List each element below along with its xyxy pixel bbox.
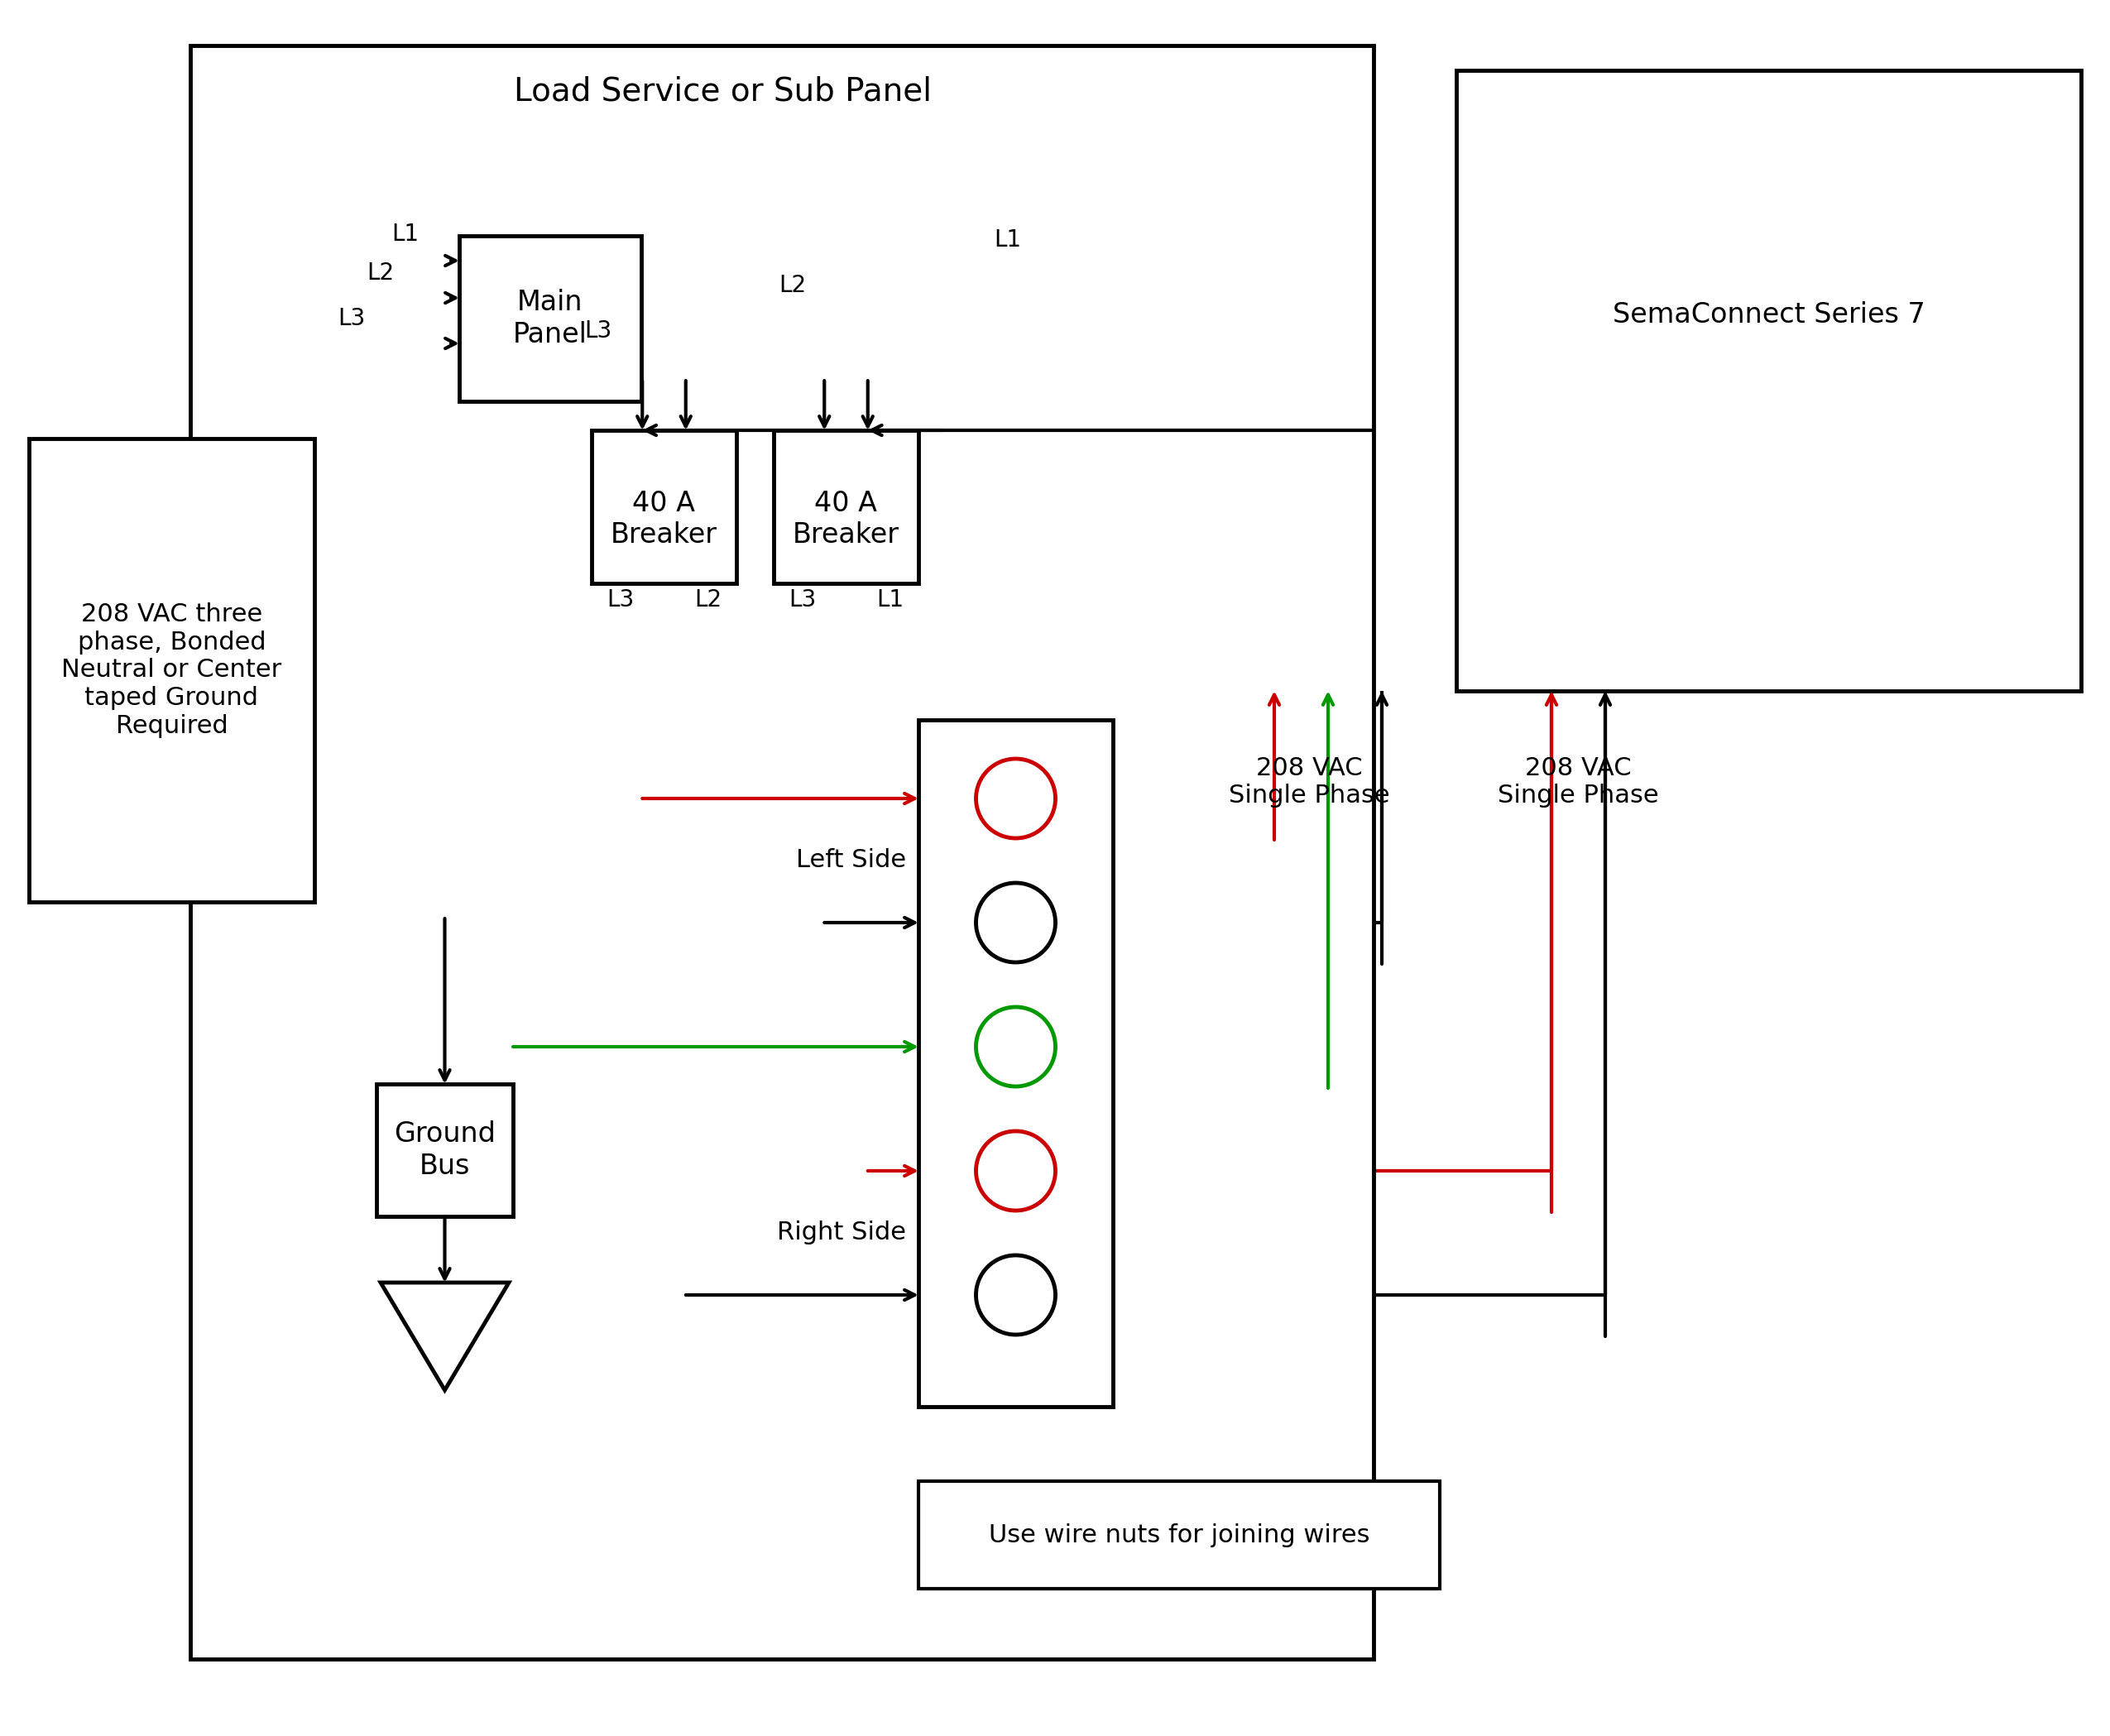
Text: 208 VAC
Single Phase: 208 VAC Single Phase xyxy=(1228,757,1390,807)
Text: 40 A
Breaker: 40 A Breaker xyxy=(610,490,717,549)
Text: L2: L2 xyxy=(367,262,395,285)
Text: Left Side: Left Side xyxy=(795,849,905,871)
Bar xyxy=(376,1083,513,1217)
Circle shape xyxy=(977,1007,1055,1087)
Text: 208 VAC
Single Phase: 208 VAC Single Phase xyxy=(1498,757,1658,807)
Text: Right Side: Right Side xyxy=(776,1220,905,1245)
Text: L1: L1 xyxy=(994,229,1021,252)
Bar xyxy=(918,1481,1439,1588)
Text: Load Service or Sub Panel: Load Service or Sub Panel xyxy=(515,75,933,106)
Bar xyxy=(774,431,918,583)
Circle shape xyxy=(977,1132,1055,1210)
Bar xyxy=(460,236,641,401)
Circle shape xyxy=(977,759,1055,838)
Text: L2: L2 xyxy=(779,274,806,297)
Text: L3: L3 xyxy=(338,307,365,330)
Text: Use wire nuts for joining wires: Use wire nuts for joining wires xyxy=(990,1522,1369,1547)
Bar xyxy=(1456,71,2080,691)
Circle shape xyxy=(977,884,1055,962)
Text: L3: L3 xyxy=(606,589,633,611)
Text: L2: L2 xyxy=(694,589,722,611)
Text: L1: L1 xyxy=(392,222,420,247)
Text: Main
Panel: Main Panel xyxy=(513,290,587,347)
Circle shape xyxy=(977,1255,1055,1335)
Text: L3: L3 xyxy=(584,319,612,342)
Bar xyxy=(591,431,736,583)
Text: L1: L1 xyxy=(876,589,903,611)
Text: L3: L3 xyxy=(789,589,817,611)
Bar xyxy=(30,439,314,903)
Bar xyxy=(190,45,1374,1660)
Text: 208 VAC three
phase, Bonded
Neutral or Center
taped Ground
Required: 208 VAC three phase, Bonded Neutral or C… xyxy=(61,602,283,738)
Bar xyxy=(918,720,1112,1406)
Text: SemaConnect Series 7: SemaConnect Series 7 xyxy=(1612,300,1924,328)
Text: 40 A
Breaker: 40 A Breaker xyxy=(793,490,899,549)
Text: Ground
Bus: Ground Bus xyxy=(395,1121,496,1180)
